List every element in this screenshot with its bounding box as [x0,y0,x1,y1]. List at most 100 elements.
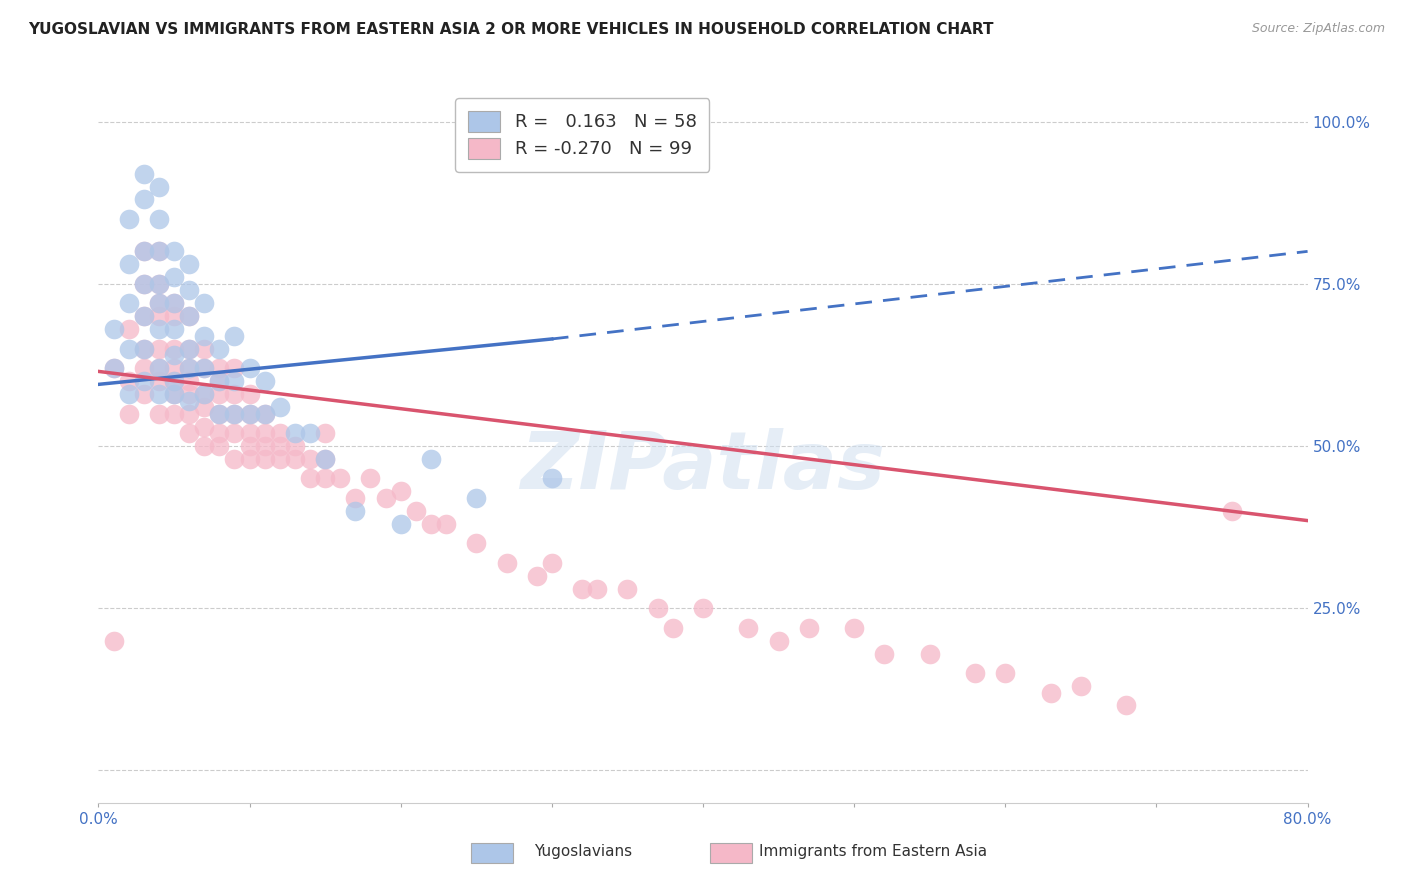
Point [148,310,170,324]
Point [193,361,215,376]
Point [540,471,562,485]
Point [299,471,322,485]
Point [193,342,215,356]
Point [179,342,201,356]
Point [163,270,186,285]
Point [132,342,155,356]
Point [420,452,443,467]
Point [224,374,246,388]
Point [495,556,517,570]
Point [465,491,488,505]
Point [208,425,231,440]
Point [179,361,201,376]
Point [163,387,186,401]
Point [269,400,291,414]
Point [284,439,307,453]
Point [299,425,322,440]
Point [434,516,457,531]
Point [148,277,170,291]
Point [1070,679,1092,693]
Point [208,374,231,388]
Point [163,374,186,388]
Point [661,621,683,635]
Point [224,452,246,467]
Point [132,244,155,259]
Point [571,582,593,596]
Point [193,361,215,376]
Point [526,568,548,582]
Point [208,374,231,388]
Point [163,322,186,336]
Point [118,257,141,271]
Point [284,425,307,440]
Point [179,361,201,376]
Point [179,283,201,297]
Point [132,342,155,356]
Point [873,647,896,661]
Point [148,296,170,310]
Point [314,471,336,485]
Point [239,425,262,440]
Point [163,244,186,259]
Point [103,361,125,376]
Point [208,407,231,421]
Point [163,374,186,388]
Point [1115,698,1137,713]
Point [329,471,352,485]
Point [647,601,669,615]
Point [148,342,170,356]
Point [118,211,141,226]
Point [918,647,941,661]
Point [148,374,170,388]
Point [179,425,201,440]
Text: YUGOSLAVIAN VS IMMIGRANTS FROM EASTERN ASIA 2 OR MORE VEHICLES IN HOUSEHOLD CORR: YUGOSLAVIAN VS IMMIGRANTS FROM EASTERN A… [28,22,994,37]
Text: ZIPatlas: ZIPatlas [520,428,886,507]
Point [239,361,262,376]
Point [360,471,382,485]
Point [132,361,155,376]
Point [179,310,201,324]
Point [193,296,215,310]
Point [193,328,215,343]
Point [239,452,262,467]
Point [269,425,291,440]
Point [148,361,170,376]
Point [148,322,170,336]
Point [179,407,201,421]
Point [253,407,276,421]
Text: Immigrants from Eastern Asia: Immigrants from Eastern Asia [759,845,987,859]
Point [179,393,201,408]
Point [224,387,246,401]
Point [118,296,141,310]
Point [118,374,141,388]
Point [132,193,155,207]
Point [148,361,170,376]
Point [253,425,276,440]
Point [179,374,201,388]
Point [163,407,186,421]
Point [208,361,231,376]
Point [118,387,141,401]
Point [179,257,201,271]
Point [103,322,125,336]
Point [314,452,336,467]
Point [193,400,215,414]
Point [148,296,170,310]
Point [179,310,201,324]
Point [208,407,231,421]
Point [148,407,170,421]
Point [1220,504,1243,518]
Point [148,244,170,259]
Point [163,387,186,401]
Point [314,425,336,440]
Point [284,452,307,467]
Point [299,452,322,467]
Point [132,244,155,259]
Point [193,387,215,401]
Point [208,439,231,453]
Point [179,387,201,401]
Point [163,296,186,310]
Point [344,504,367,518]
Point [132,167,155,181]
Point [965,666,987,681]
